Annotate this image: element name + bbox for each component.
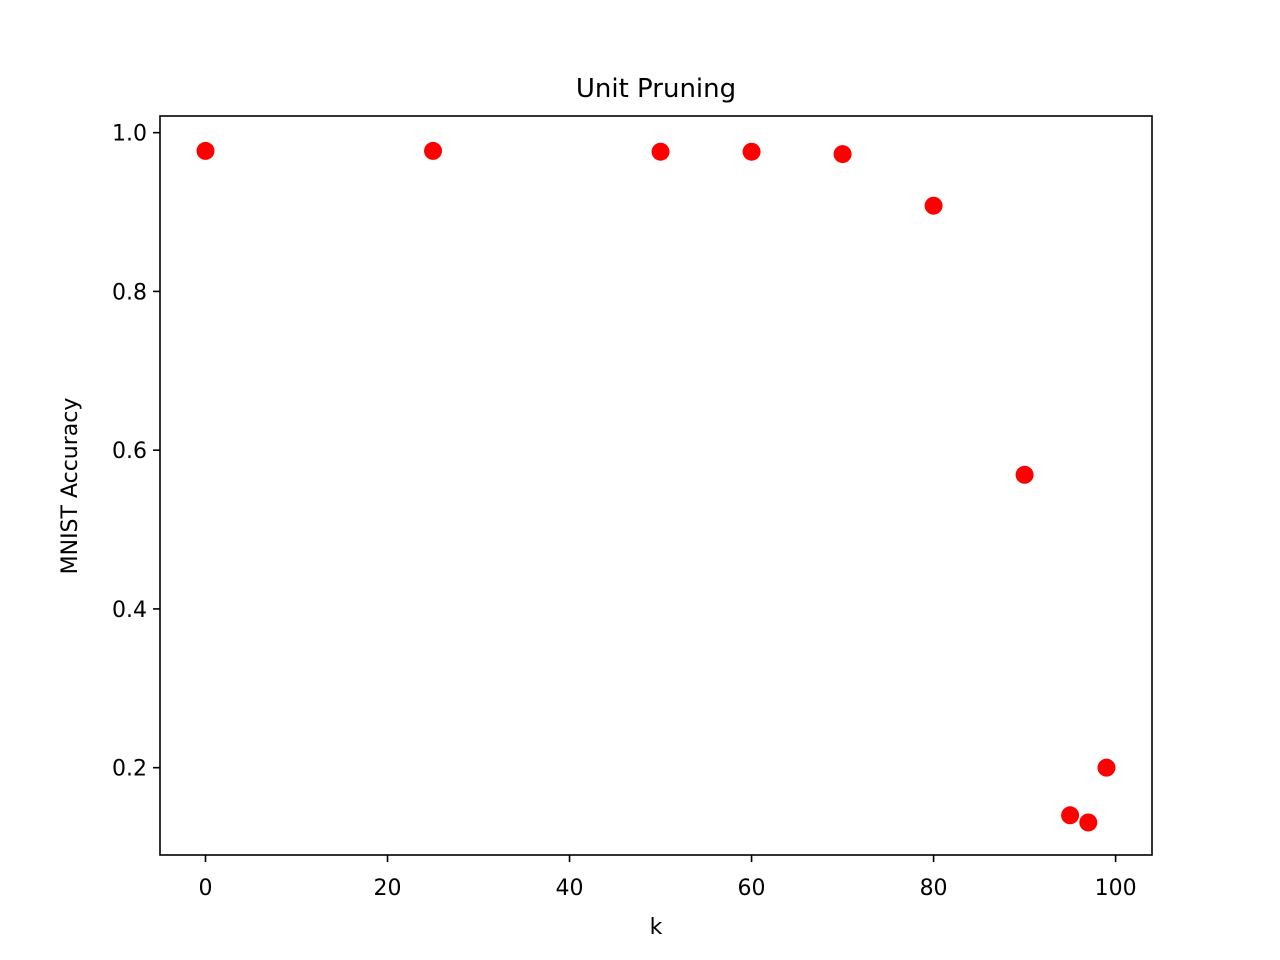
plot-area	[196, 141, 1116, 832]
data-point	[1097, 758, 1116, 777]
data-point	[196, 141, 215, 160]
data-point	[424, 141, 443, 160]
data-point	[651, 142, 670, 161]
x-tick-label: 40	[556, 876, 584, 901]
y-tick-label: 1.0	[112, 122, 147, 147]
x-tick-label: 80	[920, 876, 948, 901]
y-tick-label: 0.2	[112, 757, 147, 782]
y-tick-label: 0.6	[112, 439, 147, 464]
data-point	[924, 196, 943, 215]
data-point	[1015, 465, 1034, 484]
x-tick-label: 100	[1095, 876, 1137, 901]
data-point	[1061, 806, 1080, 825]
axes-frame	[159, 115, 1153, 856]
data-point	[1079, 813, 1098, 832]
x-tick-label: 20	[374, 876, 402, 901]
y-tick-label: 0.4	[112, 598, 147, 623]
x-axis-label: k	[650, 915, 663, 940]
chart-title: Unit Pruning	[576, 74, 736, 104]
y-axis-label: MNIST Accuracy	[58, 398, 83, 575]
data-point	[833, 145, 852, 164]
y-axis: 0.2 0.4 0.6 0.8 1.0	[112, 122, 160, 782]
x-axis: 0 20 40 60 80 100	[199, 855, 1137, 901]
x-tick-label: 0	[199, 876, 213, 901]
data-point	[742, 142, 761, 161]
y-tick-label: 0.8	[112, 280, 147, 305]
x-tick-label: 60	[738, 876, 766, 901]
